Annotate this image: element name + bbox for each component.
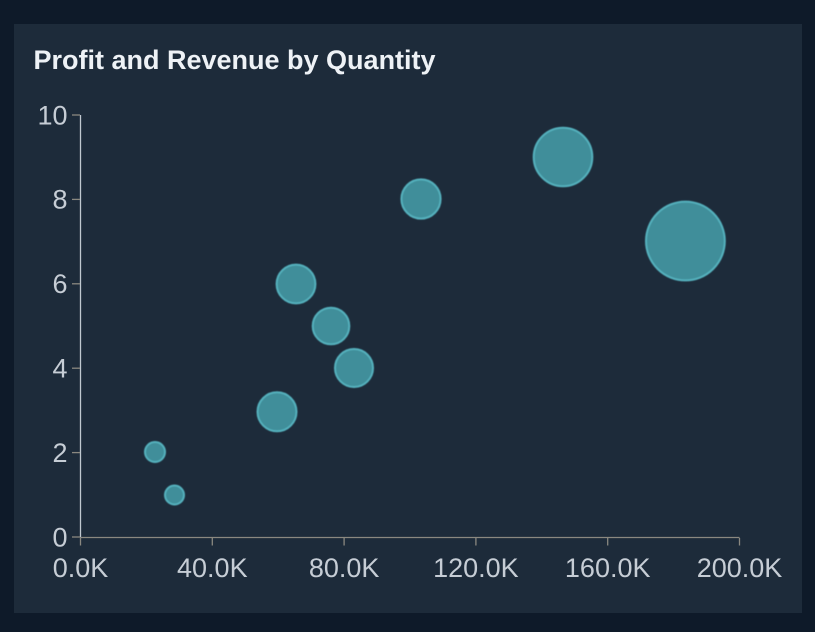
svg-text:0.0K: 0.0K	[53, 553, 109, 583]
svg-text:8: 8	[52, 185, 67, 215]
svg-text:120.0K: 120.0K	[433, 553, 519, 583]
svg-text:10: 10	[37, 100, 67, 130]
svg-text:160.0K: 160.0K	[565, 553, 651, 583]
svg-text:Profit and Revenue by Quantity: Profit and Revenue by Quantity	[34, 45, 436, 75]
svg-text:2: 2	[52, 438, 67, 468]
svg-text:0: 0	[52, 522, 67, 552]
svg-text:200.0K: 200.0K	[697, 553, 783, 583]
svg-text:6: 6	[52, 269, 67, 299]
svg-text:80.0K: 80.0K	[309, 553, 380, 583]
svg-text:40.0K: 40.0K	[177, 553, 248, 583]
svg-text:4: 4	[52, 354, 67, 384]
